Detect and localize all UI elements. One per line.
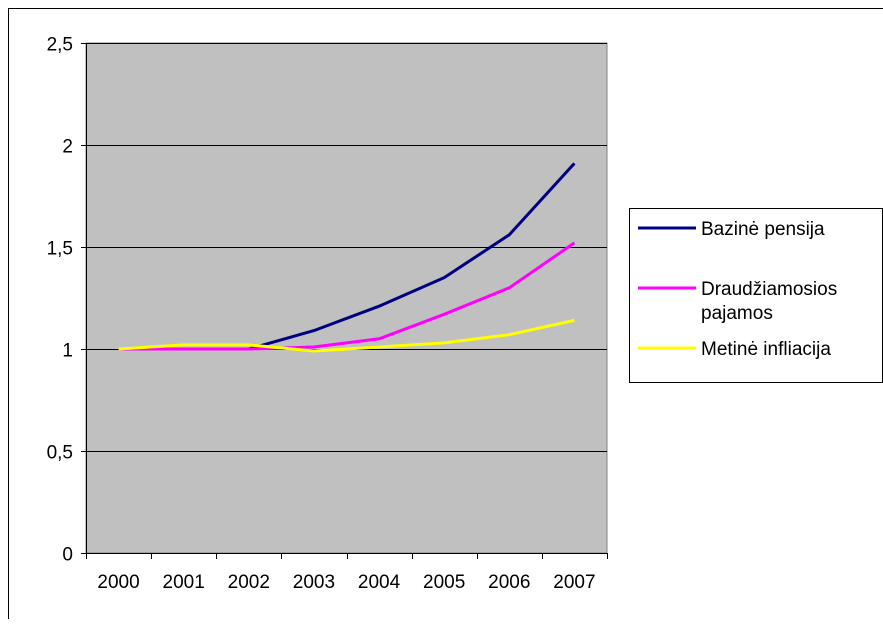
y-tick-label: 0,5 — [47, 443, 73, 464]
x-tick-label: 2005 — [423, 572, 465, 593]
x-tick-label: 2003 — [293, 572, 335, 593]
x-tick-label: 2002 — [228, 572, 270, 593]
x-tick-label: 2004 — [358, 572, 401, 593]
y-tick-label: 2 — [62, 137, 73, 158]
x-tick-label: 2000 — [97, 572, 139, 593]
plot-area — [86, 43, 607, 553]
y-tick-label: 0 — [62, 545, 73, 566]
legend: Bazinė pensija Draudžiamosios pajamos Metin… — [630, 209, 883, 383]
x-tick-label: 2007 — [553, 572, 595, 593]
y-tick-label: 1 — [62, 341, 73, 362]
y-tick-label: 2,5 — [47, 35, 73, 56]
legend-label: pajamos — [701, 303, 773, 324]
y-tick-label: 1,5 — [47, 239, 73, 260]
x-tick-label: 2006 — [488, 572, 530, 593]
legend-label: Bazinė pensija — [701, 219, 825, 240]
legend-label: Metinė infliacija — [701, 339, 831, 360]
legend-label: Draudžiamosios — [701, 279, 837, 300]
x-tick-label: 2001 — [163, 572, 205, 593]
